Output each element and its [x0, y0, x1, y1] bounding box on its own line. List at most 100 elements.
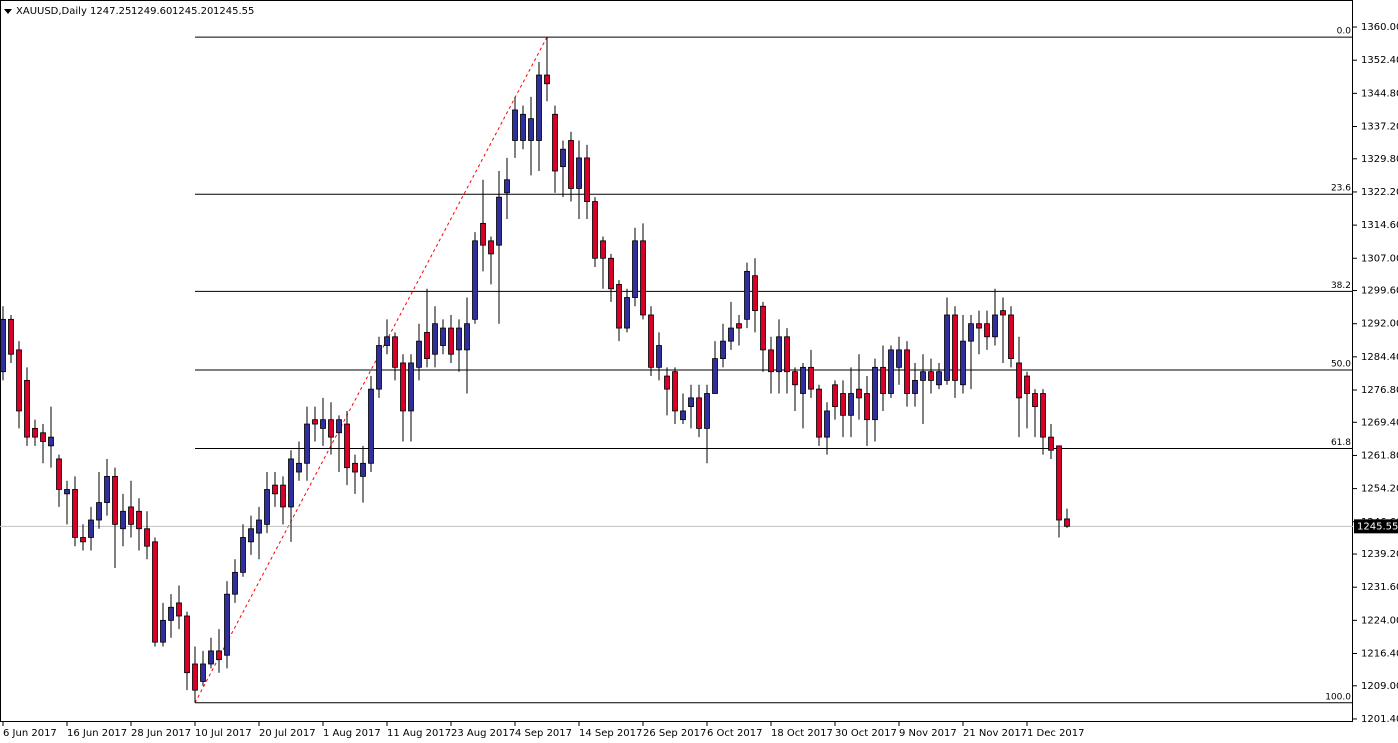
candle-body	[1056, 445, 1062, 521]
candle-body	[1040, 393, 1046, 438]
candle-body	[104, 475, 110, 503]
candle-body	[928, 371, 934, 381]
candle-body	[808, 366, 814, 390]
candle-body	[936, 371, 942, 386]
candle-body	[952, 314, 958, 381]
candle-body	[784, 336, 790, 373]
candle-body	[448, 327, 454, 355]
y-tick-label: 1224.00	[1361, 615, 1398, 626]
candle-body	[32, 428, 38, 438]
candle-body	[496, 196, 502, 246]
candle-body	[120, 510, 126, 530]
candle-body	[280, 484, 286, 508]
candle-body	[832, 384, 838, 407]
price-box-label: 1245.55	[1357, 521, 1398, 532]
candle-body	[1024, 375, 1030, 394]
x-tick-label: 21 Nov 2017	[963, 728, 1027, 739]
candle-body	[976, 323, 982, 329]
candle-body	[536, 74, 542, 141]
candle-body	[752, 275, 758, 312]
candle-body	[744, 270, 750, 320]
candle-body	[432, 323, 438, 355]
x-tick-label: 1 Aug 2017	[323, 728, 381, 739]
candle-body	[328, 419, 334, 438]
x-tick-label: 23 Aug 2017	[451, 728, 515, 739]
candle-body	[400, 362, 406, 412]
y-tick-label: 1344.80	[1361, 88, 1398, 99]
candle-body	[264, 489, 270, 525]
y-tick-label: 1216.40	[1361, 649, 1398, 660]
candle-body	[856, 388, 862, 399]
candle-body	[768, 349, 774, 373]
candle-body	[376, 345, 382, 390]
candle-body	[776, 336, 782, 373]
y-tick-label: 1292.00	[1361, 319, 1398, 330]
candle-body	[136, 510, 142, 530]
candle-body	[1016, 362, 1022, 399]
candle-body	[600, 240, 606, 259]
x-tick-label: 20 Jul 2017	[259, 728, 316, 739]
candle-body	[216, 650, 222, 661]
candle-body	[392, 336, 398, 368]
candle-body	[520, 113, 526, 141]
candle-body	[616, 284, 622, 329]
x-tick-label: 14 Sep 2017	[579, 728, 642, 739]
candle-body	[816, 388, 822, 438]
candle-body	[968, 323, 974, 342]
candle-body	[336, 419, 342, 434]
x-tick-label: 26 Sep 2017	[643, 728, 706, 739]
x-tick-label: 18 Oct 2017	[771, 728, 833, 739]
fib-label: 61.8	[1331, 438, 1351, 448]
candle-body	[888, 349, 894, 394]
y-tick-label: 1314.60	[1361, 220, 1398, 231]
candle-body	[640, 240, 646, 316]
candle-body	[48, 436, 54, 447]
candle-body	[128, 506, 134, 525]
y-tick-label: 1276.80	[1361, 385, 1398, 396]
price-box	[1354, 519, 1398, 534]
fib-label: 100.0	[1325, 692, 1351, 702]
candle-body	[912, 380, 918, 394]
y-tick-label: 1337.20	[1361, 122, 1398, 133]
candle-body	[312, 419, 318, 425]
candle-body	[56, 458, 62, 490]
x-tick-label: 4 Sep 2017	[515, 728, 572, 739]
candle-body	[480, 222, 486, 246]
candle-body	[152, 541, 158, 643]
candle-body	[192, 663, 198, 691]
candle-body	[272, 484, 278, 495]
y-tick-label: 1254.20	[1361, 484, 1398, 495]
x-tick-label: 9 Nov 2017	[899, 728, 957, 739]
y-tick-label: 1329.80	[1361, 154, 1398, 165]
candle-body	[248, 528, 254, 543]
candle-body	[408, 362, 414, 412]
y-tick-label: 1239.20	[1361, 549, 1398, 560]
candle-body	[760, 305, 766, 351]
candle-body	[872, 366, 878, 421]
candle-body	[608, 257, 614, 290]
candle-body	[288, 458, 294, 508]
candle-body	[880, 366, 886, 394]
candle-body	[64, 489, 70, 495]
candle-body	[528, 118, 534, 141]
y-tick-label: 1284.40	[1361, 352, 1398, 363]
candle-body	[440, 327, 446, 346]
x-tick-label: 16 Jun 2017	[67, 728, 127, 739]
candle-body	[632, 240, 638, 298]
candle-body	[456, 327, 462, 351]
candle-body	[904, 349, 910, 394]
y-tick-label: 1201.40	[1361, 714, 1398, 725]
candle-body	[0, 318, 6, 373]
candle-body	[96, 502, 102, 521]
x-tick-label: 28 Jun 2017	[131, 728, 191, 739]
header-high: 1249.60	[131, 6, 172, 17]
candle-body	[848, 393, 854, 416]
candle-body	[672, 371, 678, 412]
fib-label: 0.0	[1337, 27, 1352, 37]
header-open: 1247.25	[90, 6, 131, 17]
candle-body	[1000, 310, 1006, 316]
candle-body	[984, 323, 990, 338]
x-tick-label: 11 Aug 2017	[387, 728, 451, 739]
y-tick-label: 1307.00	[1361, 253, 1398, 264]
candle-body	[488, 240, 494, 255]
